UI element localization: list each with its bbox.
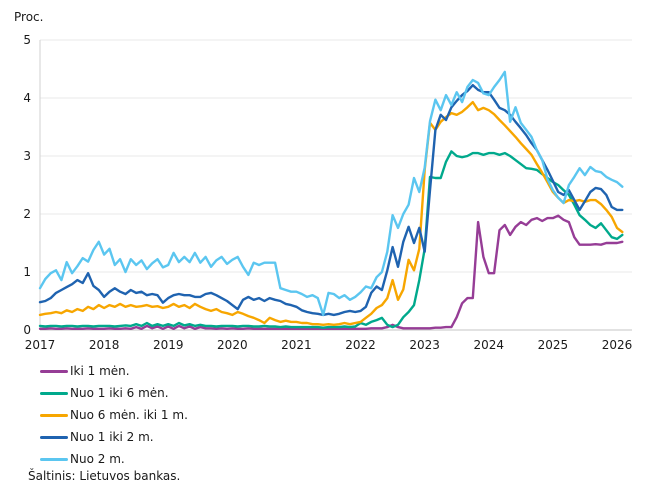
series-line-2 [38,100,624,326]
x-tick-label-2024: 2024 [474,338,505,352]
legend-swatch-2 [40,413,68,417]
legend-item-1: Nuo 1 iki 6 mėn. [40,385,188,401]
legend-item-2: Nuo 6 mėn. iki 1 m. [40,407,188,423]
legend-label-1: Nuo 1 iki 6 mėn. [70,386,169,400]
legend-label-2: Nuo 6 mėn. iki 1 m. [70,408,188,422]
legend-item-4: Nuo 2 m. [40,451,188,467]
legend-item-0: Iki 1 mėn. [40,363,188,379]
legend-swatch-3 [40,435,68,439]
y-tick-label-0: 0 [23,323,31,337]
x-tick-label-2021: 2021 [281,338,312,352]
x-tick-label-2017: 2017 [25,338,56,352]
y-axis-title: Proc. [14,10,44,24]
chart-canvas: 0 1 2 3 4 5 2017 2018 2019 2020 2021 2022 2023 2024 20… [23,33,633,352]
x-tick-label-2022: 2022 [345,338,376,352]
y-tick-label-4: 4 [23,91,31,105]
legend-label-4: Nuo 2 m. [70,452,125,466]
y-tick-label-3: 3 [23,149,31,163]
x-tick-label-2020: 2020 [217,338,248,352]
legend-label-0: Iki 1 mėn. [70,364,130,378]
series-line-1 [38,150,624,329]
y-tick-label-2: 2 [23,207,31,221]
x-tick-label-2026: 2026 [602,338,633,352]
y-tick-label-1: 1 [23,265,31,279]
series-line-4 [38,70,624,317]
legend-item-3: Nuo 1 iki 2 m. [40,429,188,445]
x-tick-label-2023: 2023 [409,338,440,352]
x-tick-label-2018: 2018 [89,338,120,352]
y-tick-label-5: 5 [23,33,31,47]
x-tick-label-2025: 2025 [538,338,569,352]
source-text: Šaltinis: Lietuvos bankas. [28,469,181,483]
legend-swatch-0 [40,369,68,373]
legend-swatch-4 [40,457,68,461]
legend: Iki 1 mėn. Nuo 1 iki 6 mėn. Nuo 6 mėn. iki… [40,363,188,473]
series-line-0 [38,214,624,330]
legend-swatch-1 [40,391,68,395]
series-line-3 [38,83,624,317]
x-tick-label-2019: 2019 [153,338,184,352]
legend-label-3: Nuo 1 iki 2 m. [70,430,154,444]
